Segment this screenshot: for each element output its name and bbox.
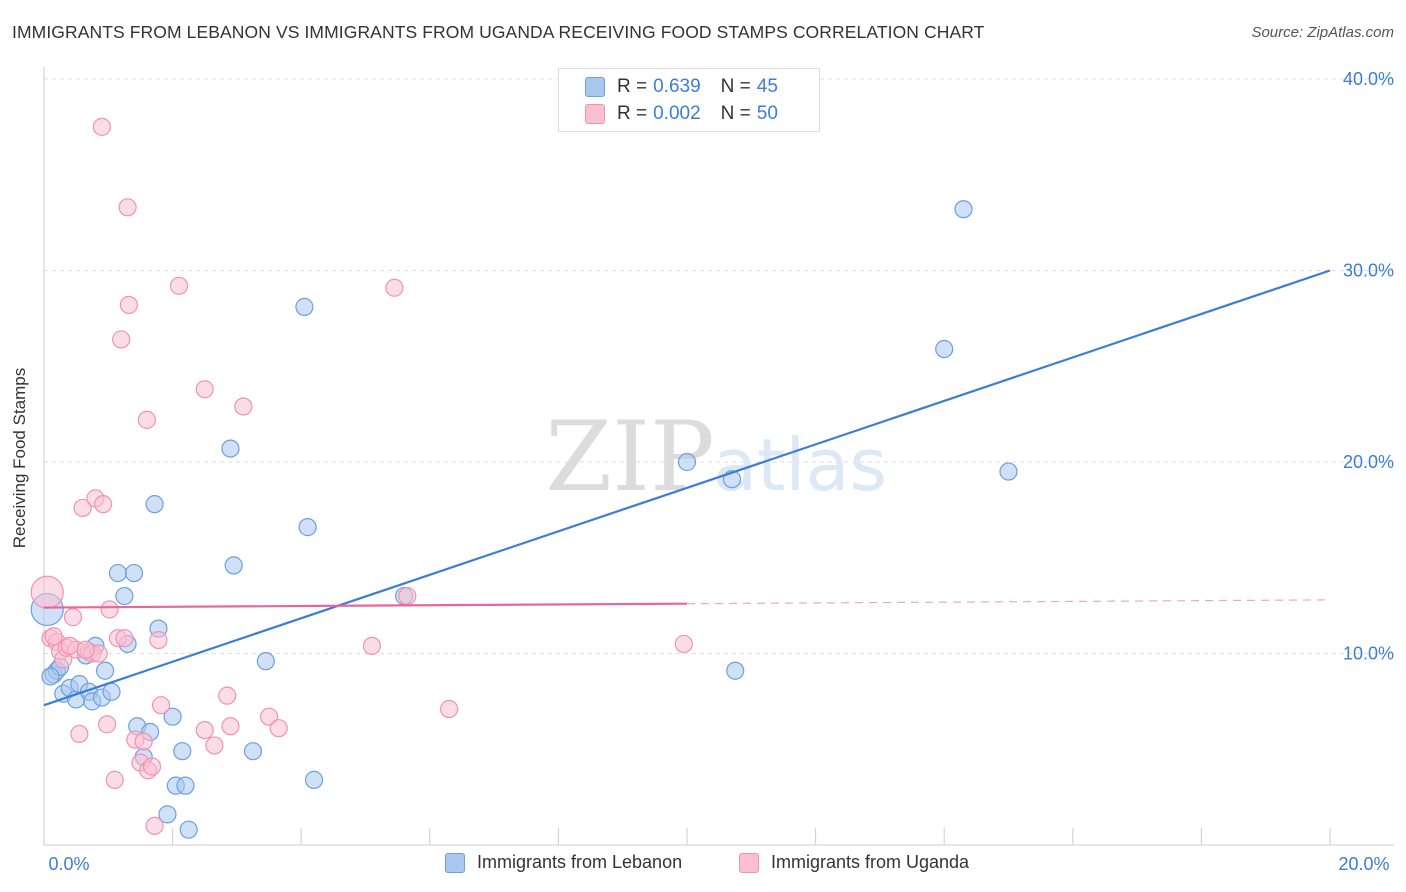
point-uganda: [30, 575, 64, 609]
y-tick-label: 20.0%: [1343, 452, 1394, 472]
point-uganda: [97, 715, 117, 734]
point-uganda: [142, 757, 162, 776]
point-uganda: [234, 397, 253, 416]
point-lebanon: [999, 462, 1018, 481]
point-uganda: [134, 732, 153, 751]
source-label: Source: ZipAtlas.com: [1251, 24, 1394, 41]
point-uganda: [119, 295, 138, 315]
point-lebanon: [41, 667, 60, 686]
point-lebanon: [163, 707, 182, 726]
point-uganda: [145, 816, 164, 835]
legend-swatch-uganda: [585, 104, 605, 124]
legend-n-label: N =: [720, 103, 751, 124]
point-uganda: [73, 498, 92, 518]
point-uganda: [205, 736, 224, 755]
legend-row-uganda: R = 0.002 N = 50: [585, 101, 778, 127]
watermark-atlas: atlas: [713, 423, 887, 507]
point-lebanon: [243, 742, 263, 761]
point-uganda: [115, 629, 134, 648]
legend-r-value: 0.002: [653, 103, 701, 124]
bottom-legend-swatch-lebanon: [445, 852, 465, 873]
point-uganda: [105, 770, 124, 789]
point-uganda: [398, 586, 417, 606]
legend-swatch-lebanon: [585, 77, 605, 97]
point-uganda: [60, 636, 79, 655]
y-axis-label: Receiving Food Stamps: [10, 367, 29, 549]
y-tick-label: 30.0%: [1343, 261, 1394, 281]
trend-line-uganda: [43, 602, 688, 609]
point-lebanon: [298, 518, 317, 537]
legend-n-value: 45: [756, 76, 778, 97]
x-tick-label: 20.0%: [1338, 854, 1389, 874]
point-lebanon: [256, 652, 275, 671]
point-uganda: [100, 600, 119, 619]
point-uganda: [44, 627, 63, 646]
bottom-legend-label-lebanon: Immigrants from Lebanon: [477, 852, 683, 872]
legend-r-label: R =: [617, 103, 648, 124]
point-lebanon: [726, 661, 745, 680]
point-uganda: [195, 720, 214, 740]
trend-line-lebanon: [43, 269, 1331, 707]
point-uganda: [195, 380, 214, 399]
bottom-legend-uganda: Immigrants from Uganda: [739, 852, 969, 873]
y-tick-label: 10.0%: [1343, 644, 1394, 664]
x-tick-label: 0.0%: [48, 854, 89, 874]
point-lebanon: [115, 586, 134, 606]
point-lebanon: [176, 776, 195, 795]
point-uganda: [151, 696, 171, 715]
point-uganda: [169, 276, 189, 295]
point-uganda: [94, 495, 113, 514]
legend-n-value: 50: [756, 103, 778, 124]
legend-r-label: R =: [617, 76, 648, 97]
point-uganda: [112, 330, 131, 349]
point-lebanon: [108, 563, 128, 583]
trend-line-uganda-extension: [686, 599, 1331, 605]
trend-lines: [43, 269, 1331, 707]
point-uganda: [70, 724, 89, 744]
point-lebanon: [935, 339, 954, 359]
legend-row-lebanon: R = 0.639 N = 45: [585, 74, 778, 100]
y-tick-label: 40.0%: [1343, 69, 1394, 89]
point-uganda: [137, 410, 156, 429]
point-lebanon: [954, 200, 973, 219]
bottom-legend-lebanon: Immigrants from Lebanon: [445, 852, 682, 873]
point-lebanon: [102, 682, 121, 701]
point-uganda: [674, 634, 693, 654]
point-uganda: [439, 699, 459, 719]
point-uganda: [149, 630, 168, 650]
legend-r-value: 0.639: [653, 76, 701, 97]
point-uganda: [269, 719, 288, 738]
point-lebanon: [224, 556, 243, 575]
point-uganda: [63, 608, 83, 627]
chart-title: IMMIGRANTS FROM LEBANON VS IMMIGRANTS FR…: [12, 22, 985, 42]
point-lebanon: [158, 805, 177, 824]
bottom-legend-label-uganda: Immigrants from Uganda: [771, 852, 970, 872]
data-points: [30, 117, 1018, 839]
axes: [43, 67, 1394, 846]
point-lebanon: [295, 297, 314, 316]
watermark: ZIP atlas: [545, 401, 887, 513]
point-lebanon: [677, 452, 697, 472]
point-uganda: [385, 278, 404, 297]
point-lebanon: [173, 742, 192, 761]
point-uganda: [218, 686, 237, 705]
correlation-legend: R = 0.639 N = 45 R = 0.002 N = 50: [558, 68, 820, 132]
point-uganda: [92, 117, 111, 136]
point-lebanon: [124, 563, 144, 583]
point-lebanon: [179, 820, 198, 839]
point-uganda: [118, 198, 137, 217]
point-uganda: [221, 717, 240, 736]
point-lebanon: [145, 495, 164, 514]
point-uganda: [76, 640, 95, 659]
point-lebanon: [221, 439, 240, 458]
point-lebanon: [95, 661, 115, 680]
grid-lines: [44, 78, 1394, 654]
legend-n-label: N =: [720, 76, 751, 97]
bottom-legend-swatch-uganda: [739, 852, 759, 873]
point-lebanon: [304, 770, 324, 789]
tick-labels: 10.0% 20.0% 30.0% 40.0% 0.0% 20.0%: [48, 69, 1394, 874]
point-uganda: [362, 636, 382, 655]
